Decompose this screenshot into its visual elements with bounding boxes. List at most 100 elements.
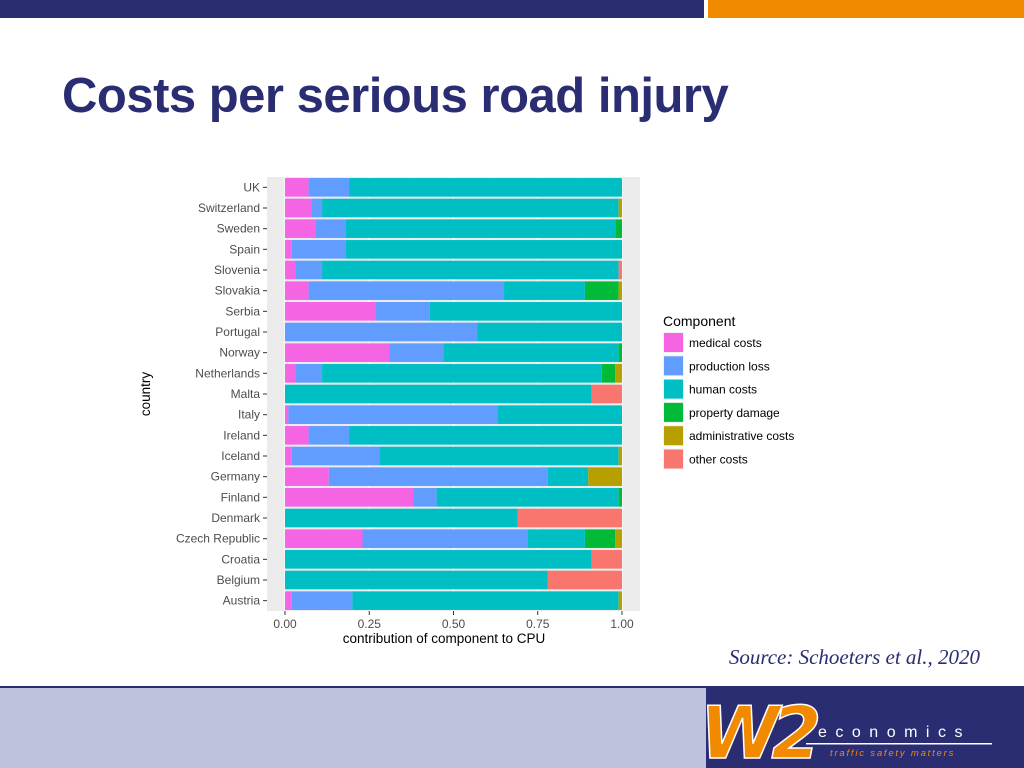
bar-segment <box>322 364 602 383</box>
bar-segment <box>618 281 622 300</box>
bar-segment <box>308 281 505 300</box>
legend-label: human costs <box>689 383 757 397</box>
bar-segment <box>285 364 296 383</box>
bar-segment <box>285 570 548 590</box>
footer-logo-panel: W2 economics traffic safety matters <box>706 688 1024 768</box>
bar-segment <box>285 446 292 466</box>
bar-segment <box>345 240 622 259</box>
bar-segment <box>308 178 350 197</box>
bar-segment <box>349 426 622 445</box>
bar-segment <box>315 219 346 238</box>
y-tick-label: Germany <box>211 470 260 484</box>
x-tick-label: 0.25 <box>358 617 382 631</box>
bar-segment <box>291 591 353 610</box>
bar-segment <box>291 446 380 466</box>
bar-segment <box>477 322 622 342</box>
y-tick-label: Belgium <box>217 573 260 587</box>
bar-segment <box>527 529 585 548</box>
stacked-bar-chart: UK Switzerland Sweden Spain Slovenia Slovakia… <box>138 177 794 646</box>
bar-segment <box>308 426 350 445</box>
legend-swatch <box>664 449 683 469</box>
bars-layer <box>285 178 622 610</box>
bar-segment <box>285 426 309 445</box>
x-axis-title: contribution of component to CPU <box>343 631 546 646</box>
bar-segment <box>588 467 622 486</box>
x-tick-label: 0.50 <box>442 617 466 631</box>
bar-segment <box>584 281 619 300</box>
legend-label: medical costs <box>689 336 762 350</box>
y-tick-label: Sweden <box>217 222 260 236</box>
y-tick-label: Norway <box>219 346 260 360</box>
bar-segment <box>413 488 437 507</box>
y-tick-label: Denmark <box>211 511 261 525</box>
top-accent-bar-orange <box>708 0 1024 18</box>
bar-segment <box>295 364 323 383</box>
legend: medical costs production loss human costs p… <box>663 332 794 470</box>
legend-label: other costs <box>689 453 748 467</box>
logo-mark: W2 <box>706 691 818 768</box>
bar-segment <box>497 405 622 424</box>
bar-segment <box>285 529 363 548</box>
bar-segment <box>389 343 444 362</box>
bar-segment <box>285 343 390 362</box>
y-tick-label: Iceland <box>221 449 260 463</box>
bar-segment <box>618 591 622 610</box>
bar-segment <box>547 570 622 590</box>
y-tick-label: Slovakia <box>215 284 261 298</box>
y-tick-label: Ireland <box>223 428 260 442</box>
bar-segment <box>601 364 616 383</box>
y-tick-label: Netherlands <box>195 366 260 380</box>
bar-segment <box>291 240 346 259</box>
bar-segment <box>618 488 622 507</box>
legend-swatch <box>664 379 683 399</box>
bar-segment <box>615 364 622 383</box>
bar-segment <box>504 281 585 300</box>
y-tick-label: Slovenia <box>214 263 260 277</box>
footer-divider <box>0 686 1024 689</box>
bar-segment <box>345 219 616 238</box>
x-tick-label: 1.00 <box>610 617 634 631</box>
bar-segment <box>285 384 592 404</box>
logo-underline <box>806 743 992 745</box>
bar-segment <box>285 260 296 280</box>
bar-segment <box>285 281 309 300</box>
bar-segment <box>429 302 622 321</box>
y-axis: UK Switzerland Sweden Spain Slovenia Slovakia… <box>176 180 267 608</box>
bar-segment <box>288 405 498 424</box>
bar-segment <box>362 529 528 548</box>
bar-segment <box>352 591 619 610</box>
y-axis-title: country <box>138 372 153 417</box>
bar-segment <box>584 529 616 548</box>
bar-segment <box>591 384 622 404</box>
bar-segment <box>285 198 312 218</box>
top-accent-divider <box>704 0 708 18</box>
y-tick-label: UK <box>243 180 260 194</box>
bar-segment <box>285 302 376 321</box>
bar-segment <box>285 591 292 610</box>
bar-segment <box>615 219 622 238</box>
bar-segment <box>311 198 323 218</box>
logo-tagline: traffic safety matters <box>830 748 955 759</box>
bar-segment <box>618 260 622 280</box>
bar-segment <box>349 178 622 197</box>
bar-segment <box>322 260 619 280</box>
x-axis: 0.00 0.25 0.50 0.75 1.00 <box>273 611 634 631</box>
bar-segment <box>295 260 323 280</box>
bar-segment <box>285 467 329 486</box>
bar-segment <box>285 550 592 569</box>
top-accent-bar <box>0 0 704 18</box>
bar-segment <box>285 322 478 342</box>
legend-swatch <box>664 426 683 446</box>
bar-segment <box>618 446 622 466</box>
legend-swatch <box>664 356 683 376</box>
legend-label: property damage <box>689 406 780 420</box>
slide-title: Costs per serious road injury <box>62 69 729 123</box>
bar-segment <box>322 198 619 218</box>
bar-segment <box>379 446 619 466</box>
bar-segment <box>285 508 518 528</box>
bar-segment <box>615 529 622 548</box>
logo-word: economics <box>818 724 971 741</box>
bar-segment <box>285 219 316 238</box>
legend-label: production loss <box>689 359 770 373</box>
bar-segment <box>436 488 619 507</box>
